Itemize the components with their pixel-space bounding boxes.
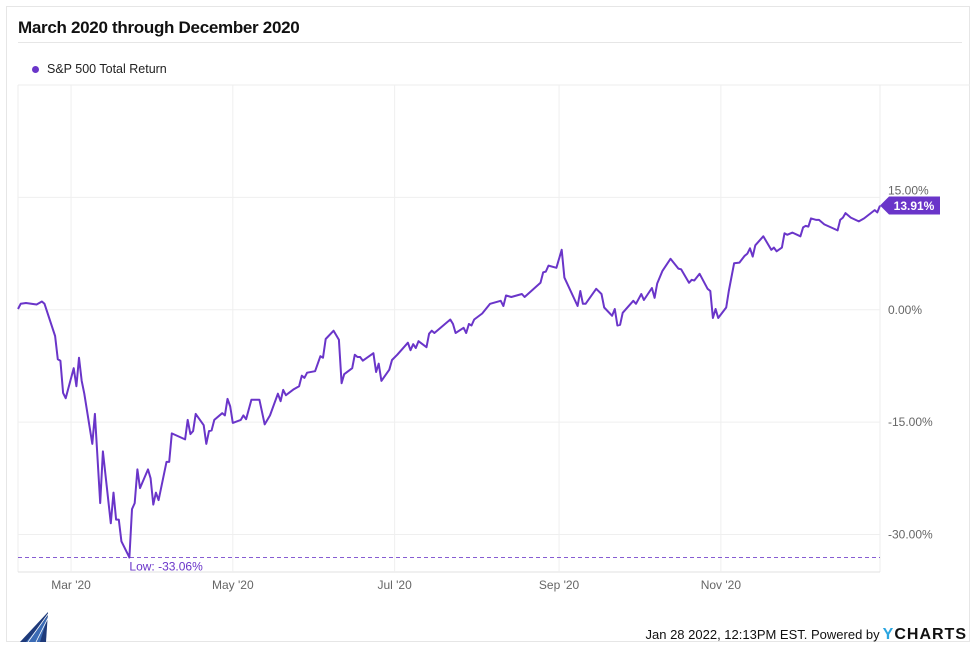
x-tick-label: Sep '20 (539, 578, 580, 592)
y-tick-label: 0.00% (888, 303, 922, 317)
chart-title: March 2020 through December 2020 (18, 18, 300, 37)
series-line (17, 205, 881, 559)
x-tick-label: Mar '20 (51, 578, 91, 592)
legend-label: S&P 500 Total Return (47, 62, 167, 76)
legend-dot-icon (32, 65, 39, 73)
y-tick-label: -30.00% (888, 528, 933, 542)
last-value-label: 13.91% (894, 199, 935, 213)
x-tick-label: Jul '20 (377, 578, 412, 592)
footer: Jan 28 2022, 12:13PM EST. Powered by YCH… (646, 626, 968, 644)
last-value-badge (880, 196, 940, 215)
y-tick-label: -15.00% (888, 415, 933, 429)
timestamp: Jan 28 2022, 12:13PM EST. Powered by (645, 627, 880, 642)
legend[interactable]: S&P 500 Total Return (32, 62, 167, 76)
ycharts-logo[interactable]: YCHARTS (882, 626, 967, 643)
x-tick-label: May '20 (212, 578, 254, 592)
title-divider (18, 42, 962, 43)
logo-mark-icon (20, 612, 49, 642)
y-tick-label: 15.00% (888, 184, 929, 198)
company-logo (18, 612, 60, 642)
low-value-label: Low: -33.06% (129, 559, 203, 573)
chart-card (6, 6, 970, 642)
x-tick-label: Nov '20 (701, 578, 742, 592)
